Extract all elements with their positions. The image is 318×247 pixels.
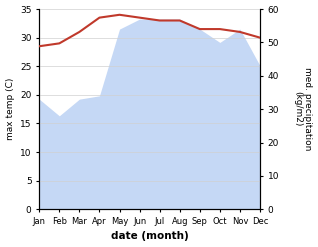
Y-axis label: max temp (C): max temp (C) <box>5 78 15 140</box>
X-axis label: date (month): date (month) <box>111 231 189 242</box>
Y-axis label: med. precipitation
(kg/m2): med. precipitation (kg/m2) <box>293 67 313 151</box>
